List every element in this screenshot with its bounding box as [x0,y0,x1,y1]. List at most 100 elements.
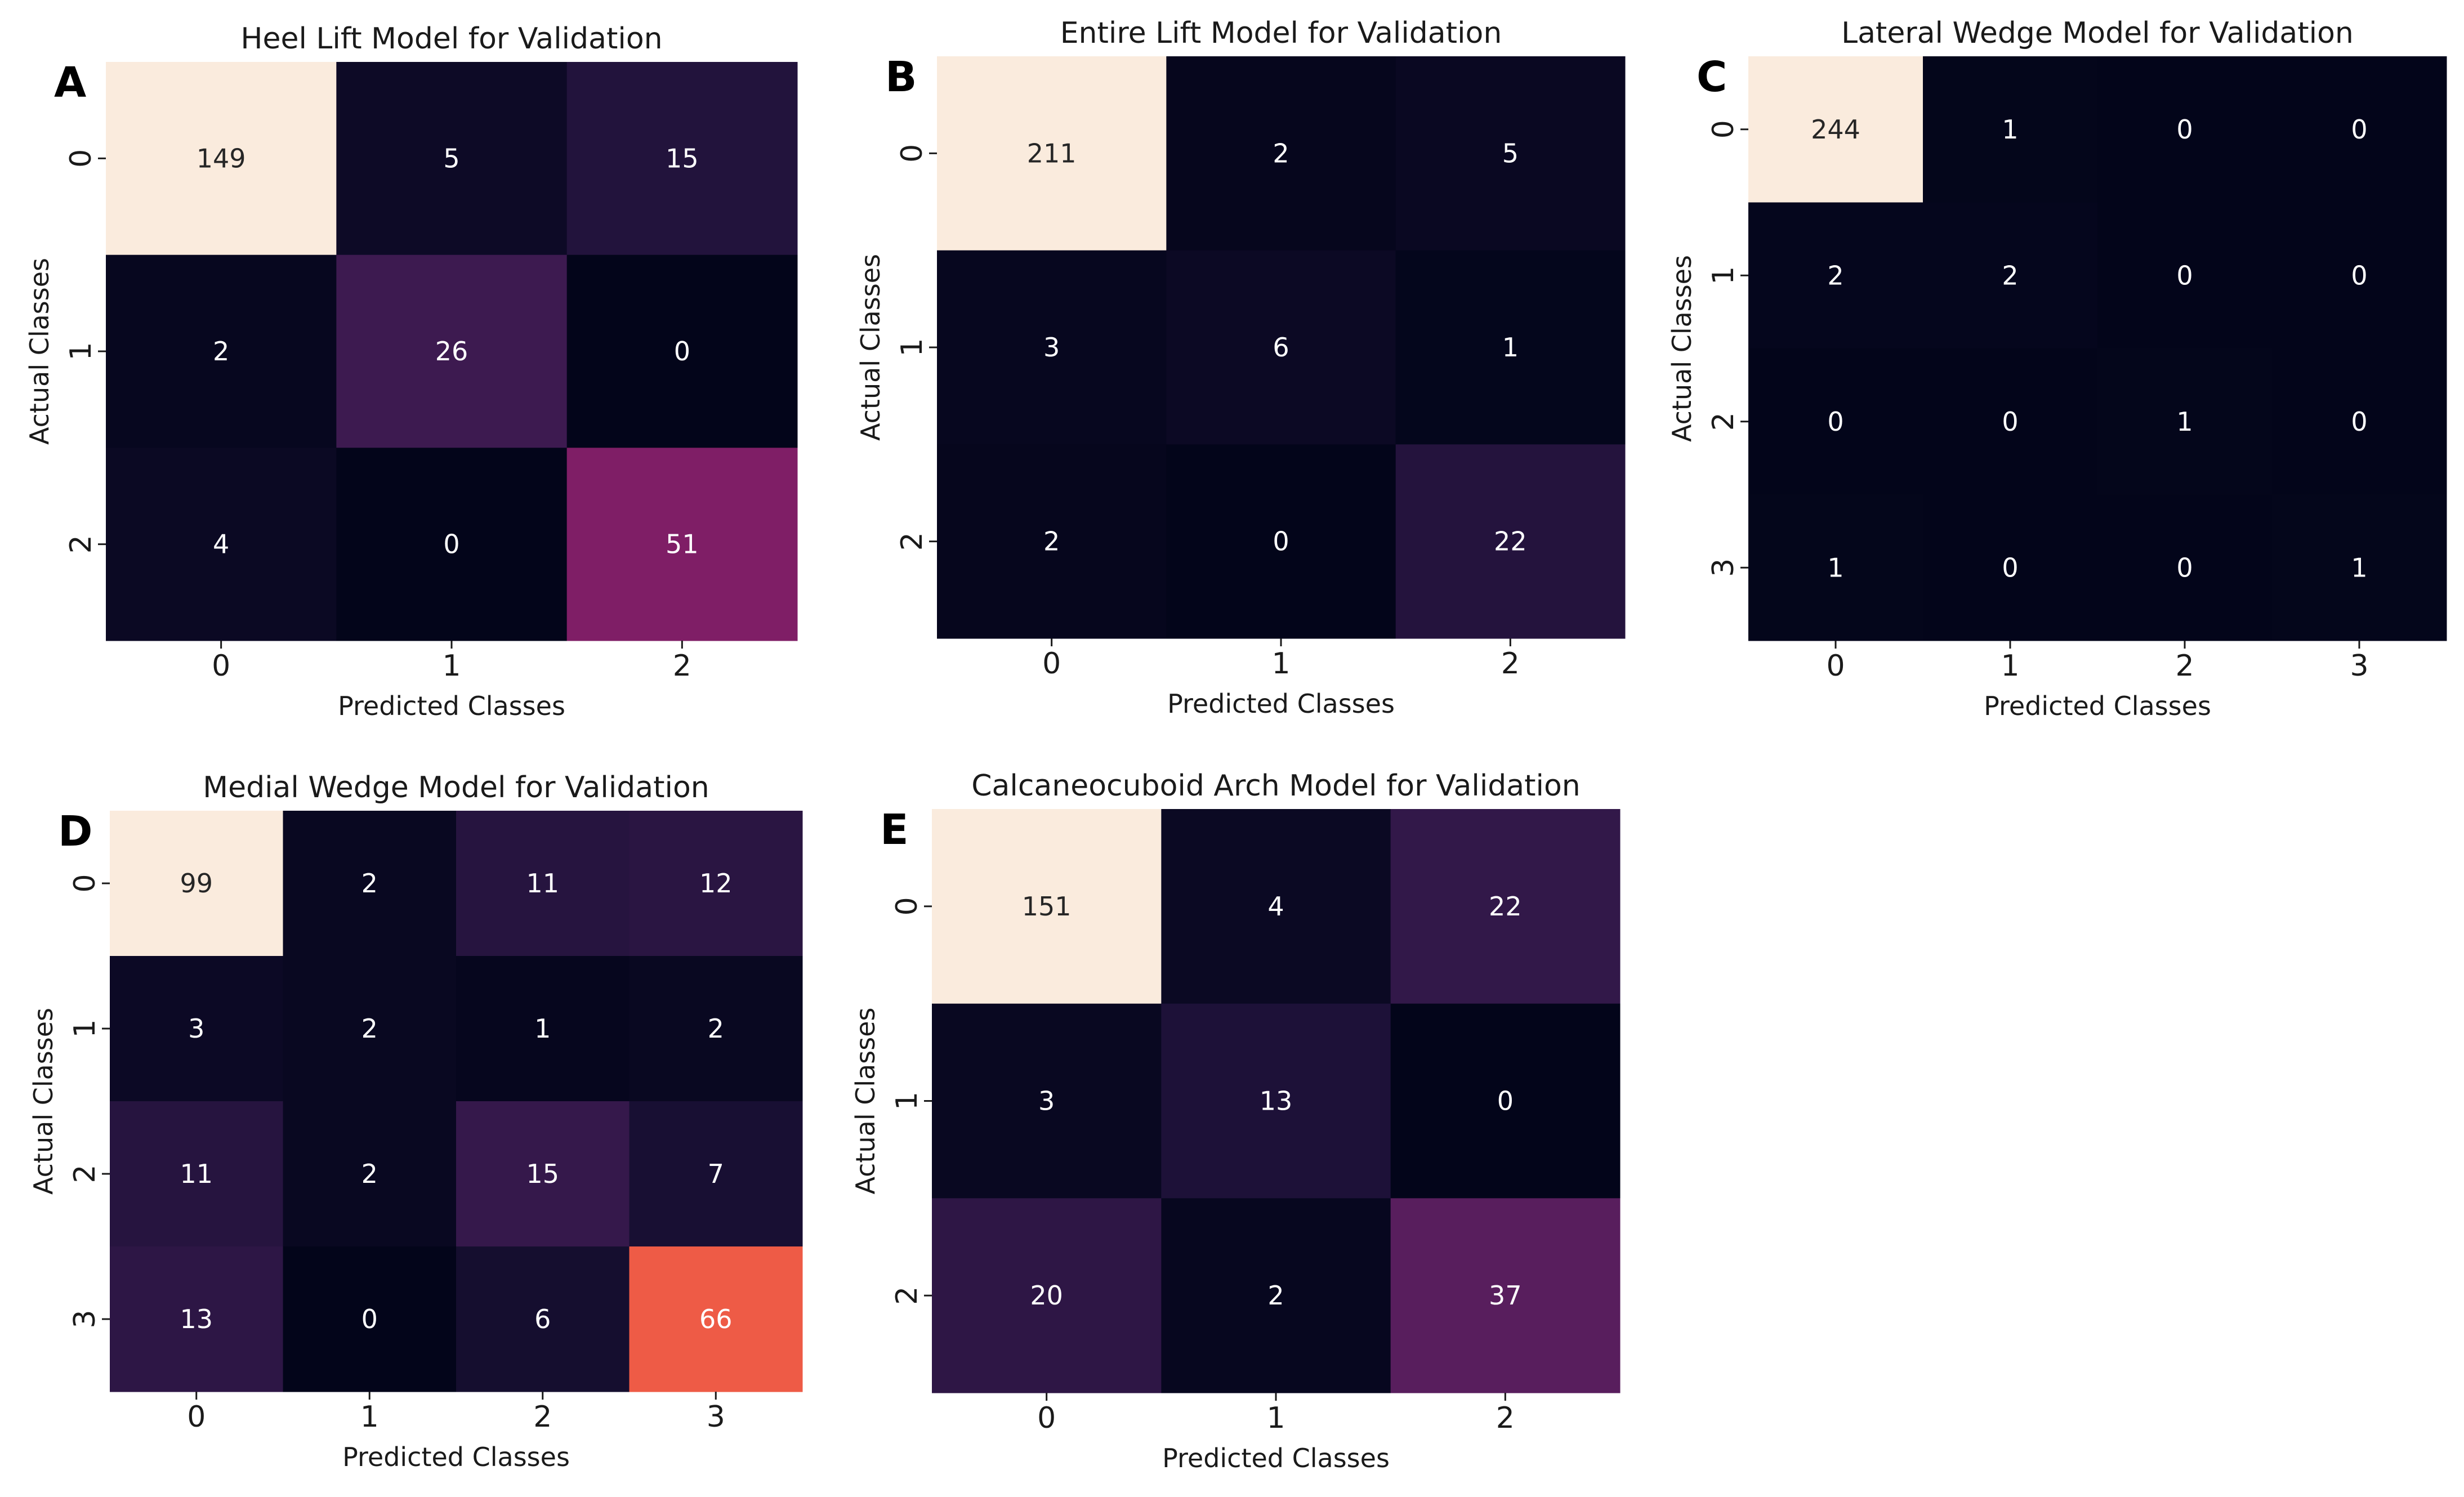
panel-a-cell-r1-c0 [106,254,337,448]
panel-b-y-tick-label-1: 1 [895,338,929,356]
panel-b-cell-r0-c2 [1395,56,1626,251]
panel-d-cell-value-r3-c0: 13 [180,1304,213,1334]
panel-d-x-tick-label-1: 1 [360,1400,379,1434]
panel-d-x-axis-label: Predicted Classes [342,1442,570,1472]
panel-b-y-axis-label: Actual Classes [855,254,886,441]
panel-c-y-tick-label-2: 2 [1707,412,1740,431]
panel-e-cell-value-r1-c0: 3 [1038,1086,1055,1116]
panel-d-cell-r2-c3 [629,1101,803,1247]
panel-c-cell-r2-c0 [1748,348,1923,495]
panel-d-y-tick-label-0: 0 [68,874,102,892]
panel-d-cell-r3-c1 [283,1246,457,1392]
panel-c-cell-r0-c1 [1923,56,2098,203]
panel-e-cell-r0-c1 [1161,809,1391,1004]
panel-b-cell-value-r0-c1: 2 [1273,138,1289,168]
panel-b-x-tick-label-2: 2 [1501,647,1520,681]
panel-c-cell-r0-c0 [1748,56,1923,203]
panel-d-cell-value-r2-c3: 7 [708,1159,724,1189]
panel-d-y-tick-label-3: 3 [68,1310,102,1328]
panel-e-cell-value-r0-c0: 151 [1022,891,1072,922]
panel-b-cell-r0-c1 [1166,56,1396,251]
panel-d-cell-value-r1-c2: 1 [534,1013,551,1044]
panel-a-y-tick-label-2: 2 [64,535,98,553]
panel-c-cell-value-r0-c2: 0 [2176,114,2193,145]
panel-a-letter: A [54,59,86,107]
panel-a-cell-value-r2-c2: 51 [666,529,699,560]
panel-e-cell-r2-c2 [1390,1198,1621,1393]
panel-d-cell-r3-c2 [456,1246,630,1392]
panel-d-cell-r3-c3 [629,1246,803,1392]
panel-c-cell-r2-c2 [2097,348,2273,495]
panel-a-y-tick-label-1: 1 [64,342,98,360]
panel-c-cell-value-r3-c1: 0 [2002,552,2018,583]
panel-a-cell-r0-c2 [566,62,798,256]
panel-a-cell-value-r0-c2: 15 [666,143,699,173]
panel-e-cell-r0-c2 [1390,809,1621,1004]
panel-e-y-tick-label-1: 1 [890,1092,924,1110]
panel-c-x-axis-label: Predicted Classes [1984,691,2211,721]
panel-e-cell-value-r2-c1: 2 [1267,1280,1284,1311]
panel-e-x-tick-label-0: 0 [1037,1401,1056,1435]
panel-a-cell-value-r2-c0: 4 [213,529,229,560]
panel-a-cell-value-r1-c0: 2 [213,336,229,367]
panel-c-cell-r0-c2 [2097,56,2273,203]
panel-b-cell-r1-c1 [1166,250,1396,445]
panel-e-cell-r1-c0 [932,1003,1162,1199]
panel-d-cell-value-r0-c1: 2 [361,868,378,899]
panel-d-cell-value-r0-c2: 11 [526,868,559,899]
panel-d-cell-value-r2-c0: 11 [180,1159,213,1189]
panel-c-cell-value-r2-c1: 0 [2002,406,2018,437]
panel-c-y-tick-label-1: 1 [1707,266,1740,285]
panel-e-x-axis-label: Predicted Classes [1162,1443,1390,1473]
panel-e-y-tick-label-2: 2 [890,1286,924,1305]
panel-a-title: Heel Lift Model for Validation [240,22,662,56]
panel-a-cell-value-r1-c1: 26 [435,336,468,367]
panel-e-cell-value-r0-c2: 22 [1489,891,1522,922]
panel-e-cell-value-r1-c1: 13 [1260,1086,1293,1116]
panel-b-y-tick-label-2: 2 [895,532,929,551]
panel-b-x-axis-label: Predicted Classes [1167,689,1395,719]
panel-c-heatmap: 244 1 0 0 2 2 0 0 0 0 1 0 1 0 0 1 0 1 2 3 0 1 2 3 Lateral Wedge … [1667,16,2447,721]
panel-c-cell-r0-c3 [2272,56,2447,203]
panel-c-cell-r3-c1 [1923,494,2098,641]
panel-e-y-tick-label-0: 0 [890,897,924,915]
panel-a-x-tick-label-0: 0 [212,649,230,683]
panel-c-title: Lateral Wedge Model for Validation [1841,16,2354,50]
panel-e-letter: E [880,806,909,854]
panel-b-cell-value-r2-c1: 0 [1273,526,1289,557]
panel-b-cell-r0-c0 [937,56,1167,251]
panel-d-cell-r0-c2 [456,811,630,957]
panel-c-cell-r3-c0 [1748,494,1923,641]
panel-a-cell-r2-c2 [566,448,798,641]
panel-c-x-tick-label-0: 0 [1826,649,1845,683]
panel-a-cell-value-r2-c1: 0 [443,529,459,560]
panel-d-cell-value-r3-c2: 6 [534,1304,551,1334]
panel-a-cell-r2-c0 [106,448,337,641]
panel-b-cell-value-r1-c2: 1 [1502,332,1519,363]
panel-e-cell-r0-c0 [932,809,1162,1004]
panel-e-cell-r2-c1 [1161,1198,1391,1393]
panel-b-cell-r1-c2 [1395,250,1626,445]
panel-d-cell-r2-c0 [110,1101,283,1247]
panel-c-cell-r2-c1 [1923,348,2098,495]
panel-c-cell-value-r0-c3: 0 [2351,114,2367,145]
panel-a-y-axis-label: Actual Classes [24,258,55,445]
panel-b-cell-r2-c1 [1166,444,1396,639]
panel-c-cell-value-r1-c1: 2 [2002,260,2018,291]
panel-c-cell-value-r2-c0: 0 [1827,406,1843,437]
panel-d-cell-value-r2-c2: 15 [526,1159,559,1189]
panel-d-x-tick-label-3: 3 [707,1400,725,1434]
panel-d-cell-r1-c2 [456,956,630,1102]
panel-b-y-tick-label-0: 0 [895,144,929,163]
panel-c-x-tick-label-2: 2 [2175,649,2194,683]
panel-b-cell-value-r2-c2: 22 [1494,526,1527,557]
panel-e-cell-value-r2-c0: 20 [1030,1280,1063,1311]
panel-a-cell-value-r0-c0: 149 [197,143,246,173]
panel-d-cell-r2-c1 [283,1101,457,1247]
panel-d-cell-r1-c1 [283,956,457,1102]
panel-c-y-tick-label-3: 3 [1707,558,1740,577]
panel-e-cell-r2-c0 [932,1198,1162,1393]
panel-b-cell-value-r1-c1: 6 [1273,332,1289,363]
